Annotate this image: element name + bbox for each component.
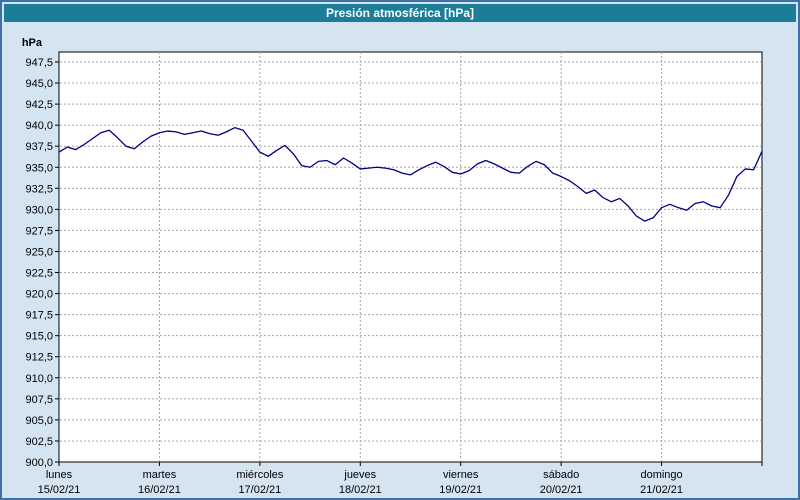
y-tick-label: 927,5 <box>25 225 53 237</box>
y-tick-label: 945,0 <box>25 78 53 90</box>
y-tick-label: 932,5 <box>25 183 53 195</box>
x-day-name: lunes <box>46 469 73 481</box>
x-day-name: viernes <box>443 469 479 481</box>
y-tick-label: 905,0 <box>25 415 53 427</box>
x-day-name: sábado <box>543 469 579 481</box>
y-tick-label: 907,5 <box>25 394 53 406</box>
x-day-date: 16/02/21 <box>138 484 181 496</box>
y-tick-label: 917,5 <box>25 310 53 322</box>
x-day-date: 19/02/21 <box>439 484 482 496</box>
plot-area <box>58 51 763 463</box>
x-day-name: jueves <box>343 469 376 481</box>
y-tick-label: 942,5 <box>25 99 53 111</box>
y-tick-label: 940,0 <box>25 120 53 132</box>
y-tick-label: 912,5 <box>25 352 53 364</box>
x-day-name: martes <box>143 469 177 481</box>
y-tick-label: 902,5 <box>25 436 53 448</box>
y-tick-label: 910,0 <box>25 373 53 385</box>
x-day-name: miércoles <box>236 469 284 481</box>
y-axis-unit-label: hPa <box>22 37 43 49</box>
y-tick-label: 915,0 <box>25 331 53 343</box>
y-tick-label: 947,5 <box>25 57 53 69</box>
y-tick-label: 937,5 <box>25 141 53 153</box>
y-tick-label: 920,0 <box>25 289 53 301</box>
x-axis: lunes 15/02/21 martes 16/02/21 miércoles 17/0… <box>38 52 763 496</box>
x-day-date: 20/02/21 <box>540 484 583 496</box>
y-tick-label: 925,0 <box>25 246 53 258</box>
x-day-date: 15/02/21 <box>38 484 81 496</box>
y-tick-label: 935,0 <box>25 162 53 174</box>
pressure-line <box>58 127 763 222</box>
x-day-name: domingo <box>640 469 682 481</box>
x-day-date: 21/02/21 <box>640 484 683 496</box>
pressure-chart-svg: hPa 947,5 945,0 942,5 940,0 937,5 935,0 932,5 93… <box>22 37 763 496</box>
y-tick-label: 900,0 <box>25 457 53 469</box>
x-day-date: 18/02/21 <box>339 484 382 496</box>
x-day-date: 17/02/21 <box>238 484 281 496</box>
y-tick-label: 930,0 <box>25 204 53 216</box>
y-tick-label: 922,5 <box>25 268 53 280</box>
chart-title: Presión atmosférica [hPa] <box>325 6 475 20</box>
y-axis: 947,5 945,0 942,5 940,0 937,5 935,0 932,5 930,0… <box>25 57 761 469</box>
title-bar: Presión atmosférica [hPa] <box>4 4 796 22</box>
